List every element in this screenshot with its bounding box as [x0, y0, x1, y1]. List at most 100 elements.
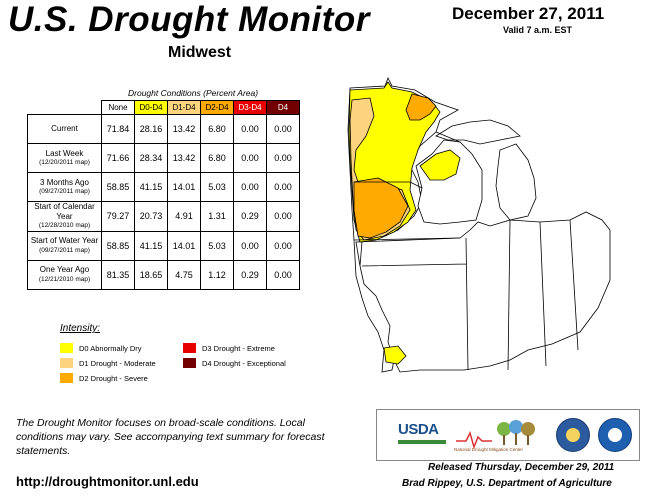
author-credit: Brad Rippey, U.S. Department of Agricult…: [402, 478, 612, 489]
row-title: Current: [51, 124, 78, 134]
table-cell: 0.00: [266, 230, 300, 261]
legend-swatch: [183, 343, 196, 353]
row-title: Last Week: [45, 148, 84, 158]
drought-map: [347, 77, 611, 373]
table-cell: 0.29: [233, 259, 267, 290]
region-label: Midwest: [168, 44, 232, 61]
table-cell: 20.73: [134, 201, 168, 232]
table-cell: 14.01: [167, 172, 201, 202]
table-cell: 0.00: [266, 259, 300, 290]
conditions-table: None D0-D4 D1-D4 D2-D4 D3-D4 D4 Current …: [27, 100, 300, 290]
legend-item-d0: D0 Abnormally Dry: [60, 343, 142, 353]
valid-time: Valid 7 a.m. EST: [503, 25, 573, 35]
row-title: Start of Calendar Year: [34, 202, 95, 221]
table-cell: 0.00: [266, 172, 300, 202]
drought-d2-arrowhead: [405, 93, 437, 121]
table-cell: 28.34: [134, 143, 168, 173]
table-cell: 6.80: [200, 143, 234, 173]
row-label: Current: [27, 114, 102, 144]
table-header-row: None D0-D4 D1-D4 D2-D4 D3-D4 D4: [28, 100, 300, 115]
table-cell: 0.00: [233, 230, 267, 261]
table-cell: 18.65: [134, 259, 168, 290]
col-d3-d4: D3-D4: [233, 100, 267, 115]
table-cell: 14.01: [167, 230, 201, 261]
row-title: 3 Months Ago: [40, 177, 89, 187]
table-cell: 58.85: [101, 230, 135, 261]
row-label: Start of Calendar Year (12/28/2010 map): [27, 201, 102, 232]
legend-item-d1: D1 Drought - Moderate: [60, 358, 156, 368]
upper-michigan: [435, 119, 521, 145]
table-cell: 41.15: [134, 230, 168, 261]
table-cell: 0.00: [266, 143, 300, 173]
table-cell: 58.85: [101, 172, 135, 202]
legend-label: D4 Drought - Exceptional: [202, 358, 286, 368]
table-cell: 28.16: [134, 114, 168, 144]
logo-panel: [376, 409, 640, 461]
table-cell: 0.00: [266, 114, 300, 144]
table-cell: 4.91: [167, 201, 201, 232]
table-row: Current 71.84 28.16 13.42 6.80 0.00 0.00: [27, 114, 300, 144]
table-cell: 4.75: [167, 259, 201, 290]
state-lines: [353, 131, 579, 371]
col-d2-d4: D2-D4: [200, 100, 234, 115]
legend-swatch: [60, 343, 73, 353]
row-title: Start of Water Year: [30, 236, 99, 245]
conditions-caption: Drought Conditions (Percent Area): [128, 88, 259, 98]
table-cell: 0.00: [266, 201, 300, 232]
title: U.S. Drought Monitor: [8, 0, 370, 39]
legend-label: D2 Drought - Severe: [79, 373, 148, 383]
table-cell: 5.03: [200, 230, 234, 261]
table-cell: 79.27: [101, 201, 135, 232]
table-cell: 41.15: [134, 172, 168, 202]
drought-d2-area: [353, 177, 409, 239]
table-corner: [28, 101, 102, 115]
noaa-seal-icon: [598, 418, 632, 452]
legend-swatch: [60, 373, 73, 383]
table-cell: 5.03: [200, 172, 234, 202]
table-cell: 71.84: [101, 114, 135, 144]
row-title: One Year Ago: [39, 265, 90, 274]
drought-note: The Drought Monitor focuses on broad-sca…: [16, 417, 325, 457]
table-cell: 13.42: [167, 114, 201, 144]
table-row: Start of Water Year (09/27/2011 map) 58.8…: [27, 230, 300, 261]
row-subtitle: (12/28/2010 map): [38, 222, 91, 229]
legend-label: D3 Drought - Extreme: [202, 343, 275, 353]
table-cell: 0.29: [233, 201, 267, 232]
ndmc-logo: [456, 420, 535, 450]
col-d0-d4: D0-D4: [134, 100, 168, 115]
legend-item-d4: D4 Drought - Exceptional: [183, 358, 286, 368]
table-cell: 81.35: [101, 259, 135, 290]
table-row: One Year Ago (12/21/2010 map) 81.35 18.65…: [27, 259, 300, 290]
drought-d0-south: [383, 345, 407, 365]
row-label: Last Week (12/20/2011 map): [27, 143, 102, 173]
table-row: Start of Calendar Year (12/28/2010 map) 7…: [27, 201, 300, 232]
table-cell: 0.00: [233, 114, 267, 144]
row-subtitle: (09/27/2011 map): [39, 246, 90, 254]
legend-item-d2: D2 Drought - Severe: [60, 373, 148, 383]
row-subtitle: (09/27/2011 map): [39, 188, 90, 195]
table-cell: 6.80: [200, 114, 234, 144]
row-subtitle: (12/21/2010 map): [38, 275, 91, 283]
row-subtitle: (12/20/2011 map): [39, 159, 90, 166]
table-cell: 71.66: [101, 143, 135, 173]
col-d4: D4: [266, 100, 300, 115]
table-row: Last Week (12/20/2011 map) 71.66 28.34 13…: [27, 143, 300, 173]
table-cell: 0.00: [233, 172, 267, 202]
table-cell: 0.00: [233, 143, 267, 173]
release-date: Released Thursday, December 29, 2011: [428, 462, 615, 473]
col-none: None: [101, 100, 135, 115]
drought-monitor-url[interactable]: http://droughtmonitor.unl.edu: [16, 474, 199, 489]
legend-item-d3: D3 Drought - Extreme: [183, 343, 275, 353]
table-cell: 1.12: [200, 259, 234, 290]
drought-d0-wisconsin: [419, 149, 461, 181]
table-cell: 1.31: [200, 201, 234, 232]
doc-seal-icon: [556, 418, 590, 452]
legend-label: D1 Drought - Moderate: [79, 358, 156, 368]
col-d1-d4: D1-D4: [167, 100, 201, 115]
legend-swatch: [60, 358, 73, 368]
table-row: 3 Months Ago (09/27/2011 map) 58.85 41.15…: [27, 172, 300, 202]
legend-label: D0 Abnormally Dry: [79, 343, 142, 353]
map-date: December 27, 2011: [452, 4, 605, 23]
row-label: One Year Ago (12/21/2010 map): [27, 259, 102, 290]
table-cell: 13.42: [167, 143, 201, 173]
